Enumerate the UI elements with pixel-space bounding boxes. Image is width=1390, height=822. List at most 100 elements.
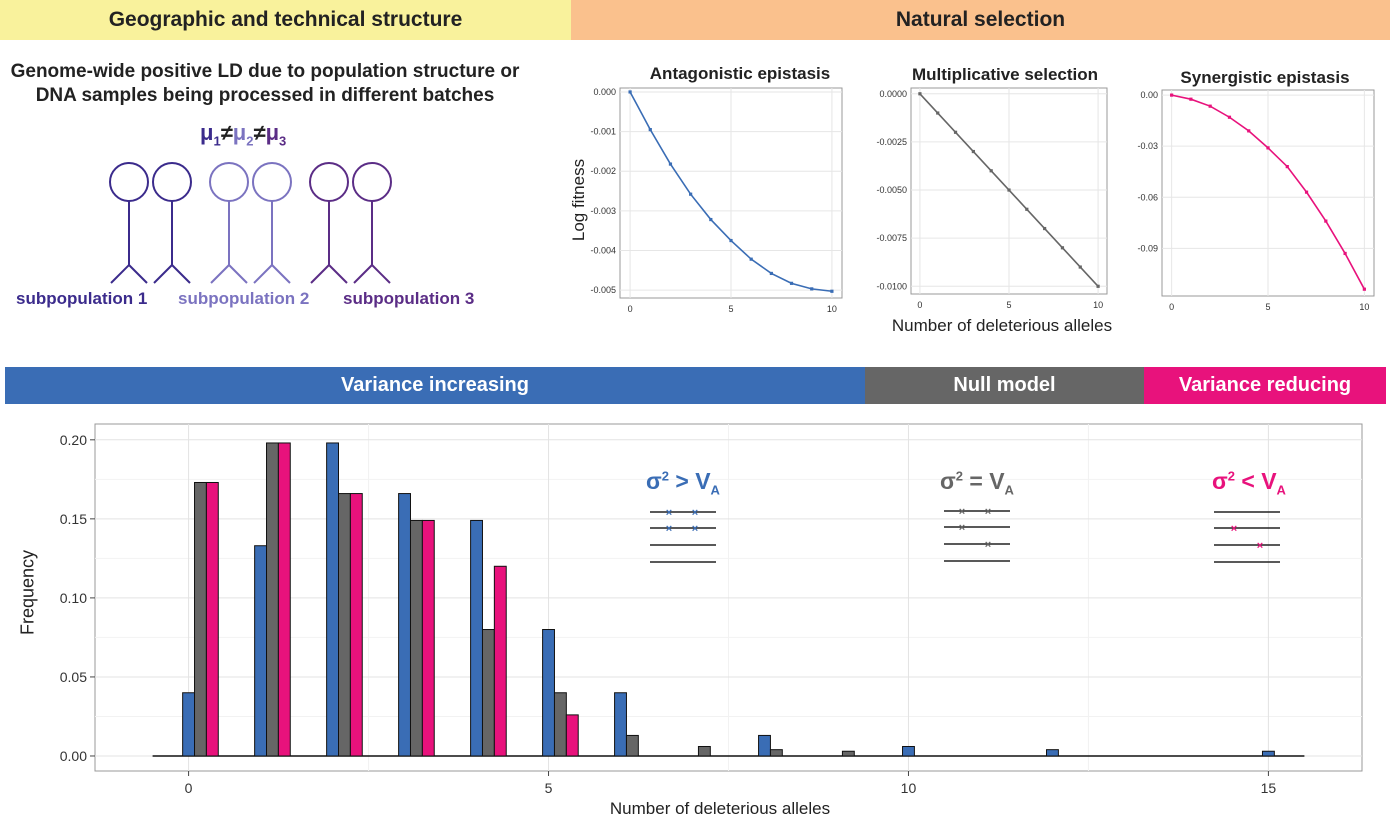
band-null-model: Null model bbox=[865, 367, 1144, 404]
fitness-point bbox=[1043, 226, 1047, 231]
fitness-point bbox=[1324, 219, 1328, 223]
panel-ytick-label: -0.0075 bbox=[876, 233, 907, 243]
fitness-point bbox=[1170, 93, 1174, 97]
panel-xtick-label: 10 bbox=[1359, 302, 1369, 312]
fitness-point bbox=[689, 192, 693, 196]
subpop3-label: subpopulation 3 bbox=[343, 289, 475, 308]
panel-xtick-label: 10 bbox=[827, 304, 837, 314]
fitness-point bbox=[830, 289, 834, 293]
panel-ytick-label: -0.0050 bbox=[876, 185, 907, 195]
bar-ytick-label: 0.10 bbox=[60, 590, 87, 606]
mu3-symbol: μ bbox=[265, 120, 280, 145]
legend-null: σ2 = VA bbox=[940, 468, 1014, 498]
legend-reducing-v: V bbox=[1261, 468, 1277, 494]
bar bbox=[565, 714, 579, 757]
legend-increasing-sub: A bbox=[710, 482, 720, 498]
bar bbox=[841, 750, 855, 757]
mu-inequality: μ1≠μ2≠μ3 bbox=[200, 120, 286, 148]
panel-xtick-label: 0 bbox=[1169, 302, 1174, 312]
bar bbox=[614, 692, 627, 757]
fitness-point bbox=[749, 257, 753, 261]
panel-ytick-label: -0.003 bbox=[590, 206, 616, 216]
bar bbox=[542, 629, 555, 757]
fitness-point bbox=[1266, 146, 1270, 150]
bar bbox=[470, 519, 483, 757]
legend-null-v: V bbox=[989, 468, 1005, 494]
ld-text-line1: Genome-wide positive LD due to populatio… bbox=[10, 61, 520, 82]
panel-ytick-label: -0.0100 bbox=[876, 281, 907, 291]
bar bbox=[194, 481, 207, 757]
fitness-point bbox=[953, 130, 958, 134]
panel-ytick-label: -0.002 bbox=[590, 166, 616, 176]
bar bbox=[421, 519, 435, 757]
bar bbox=[254, 545, 268, 757]
fitness-point bbox=[1362, 287, 1366, 291]
fitness-point bbox=[729, 238, 733, 243]
legend-reducing-sub: A bbox=[1276, 482, 1286, 498]
legend-reducing-sigma: σ bbox=[1212, 468, 1228, 494]
fitness-point bbox=[1189, 97, 1193, 101]
fitness-point bbox=[971, 149, 975, 154]
panel-xtick-label: 5 bbox=[1006, 300, 1011, 310]
fitness-point bbox=[709, 217, 713, 222]
bar bbox=[758, 734, 771, 757]
subpop1-label: subpopulation 1 bbox=[16, 289, 148, 308]
fitness-point bbox=[648, 128, 652, 132]
subpop1-figures bbox=[109, 162, 192, 284]
panel-ytick-label: 0.0000 bbox=[879, 89, 907, 99]
band-variance-increasing: Variance increasing bbox=[5, 367, 865, 404]
bar bbox=[349, 493, 363, 757]
panel-ytick-label: -0.06 bbox=[1137, 192, 1158, 202]
fitness-panels: 0.000-0.001-0.002-0.003-0.004-0.0050 5 100… bbox=[590, 87, 1375, 314]
mu1-subscript: 1 bbox=[213, 133, 221, 149]
fitness-point bbox=[1343, 251, 1347, 256]
fitness-point bbox=[789, 281, 794, 285]
bar-ytick-label: 0.05 bbox=[60, 669, 87, 685]
bar bbox=[182, 692, 196, 757]
ld-text-line2: DNA samples being processed in different… bbox=[35, 85, 495, 106]
bar bbox=[625, 734, 639, 757]
legend-reducing-op: < bbox=[1234, 468, 1262, 494]
legend-reducing: σ2 < VA bbox=[1212, 468, 1286, 498]
mu3-subscript: 3 bbox=[279, 133, 287, 149]
panel-xtick-label: 0 bbox=[917, 300, 922, 310]
bar bbox=[1046, 749, 1059, 757]
panel-ytick-label: -0.001 bbox=[590, 127, 616, 137]
bar-ytick-label: 0.20 bbox=[60, 432, 87, 448]
bar-xtick-label: 5 bbox=[545, 780, 553, 796]
fitness-panel-3: 0.00 -0.03 -0.06 -0.09 0 5 10 bbox=[1137, 89, 1375, 312]
panel1-title: Antagonistic epistasis bbox=[649, 64, 831, 83]
bar-ylabel: Frequency bbox=[17, 549, 38, 636]
bar bbox=[326, 442, 340, 757]
band-variance-increasing-label: Variance increasing bbox=[341, 374, 529, 396]
bar-chart-panel: 0.00 0.05 0.10 0.15 0.20 0 5 10 15 bbox=[60, 423, 1363, 796]
fitness-point bbox=[1227, 115, 1232, 119]
fitness-point bbox=[1007, 188, 1011, 192]
header-natural-selection: Natural selection bbox=[571, 0, 1390, 40]
legend-null-op: = bbox=[962, 468, 990, 494]
fitness-point bbox=[918, 92, 922, 96]
subpopulation-figures bbox=[109, 162, 392, 284]
bar bbox=[266, 442, 279, 757]
bar bbox=[697, 745, 711, 757]
header-geographic-label: Geographic and technical structure bbox=[108, 8, 463, 31]
band-null-model-label: Null model bbox=[953, 374, 1056, 396]
bar-xtick-label: 0 bbox=[185, 780, 193, 796]
neq2-symbol: ≠ bbox=[253, 120, 266, 145]
panel-ytick-label: -0.09 bbox=[1137, 243, 1158, 253]
mu2-subscript: 2 bbox=[246, 133, 254, 149]
legend-reducing-sup: 2 bbox=[1227, 468, 1235, 484]
panel-ytick-label: 0.00 bbox=[1140, 90, 1158, 100]
fitness-point bbox=[1208, 104, 1212, 108]
bar bbox=[553, 692, 567, 757]
panel-xtick-label: 0 bbox=[628, 304, 633, 314]
bar bbox=[481, 629, 495, 757]
panel-ytick-label: -0.005 bbox=[590, 285, 616, 295]
bar bbox=[398, 493, 411, 757]
fitness-point bbox=[989, 169, 993, 173]
panel2-title: Multiplicative selection bbox=[911, 65, 1099, 84]
header-natural-selection-label: Natural selection bbox=[895, 8, 1066, 31]
fitness-panel-1: 0.000 -0.001 -0.002 -0.003 -0.004 -0.005 0 5 10 bbox=[590, 87, 843, 314]
panel-ytick-label: -0.03 bbox=[1137, 141, 1158, 151]
